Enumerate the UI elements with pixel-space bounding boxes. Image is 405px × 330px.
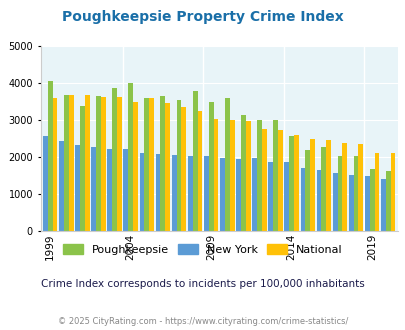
Bar: [229, 120, 234, 231]
Bar: [68, 95, 73, 231]
Bar: [43, 136, 48, 231]
Bar: [380, 179, 385, 231]
Bar: [305, 150, 309, 231]
Bar: [364, 176, 369, 231]
Bar: [245, 121, 250, 231]
Text: Crime Index corresponds to incidents per 100,000 inhabitants: Crime Index corresponds to incidents per…: [41, 279, 364, 289]
Bar: [358, 144, 362, 231]
Bar: [353, 156, 358, 231]
Bar: [117, 97, 121, 231]
Bar: [155, 154, 160, 231]
Bar: [139, 153, 144, 231]
Bar: [268, 162, 273, 231]
Bar: [277, 130, 282, 231]
Bar: [80, 107, 85, 231]
Bar: [188, 156, 192, 231]
Bar: [224, 98, 229, 231]
Bar: [348, 175, 353, 231]
Bar: [149, 98, 153, 231]
Bar: [128, 83, 133, 231]
Bar: [332, 173, 337, 231]
Bar: [300, 168, 305, 231]
Bar: [59, 141, 64, 231]
Bar: [369, 169, 374, 231]
Bar: [123, 148, 128, 231]
Bar: [321, 148, 326, 231]
Bar: [208, 102, 213, 231]
Bar: [107, 148, 112, 231]
Text: © 2025 CityRating.com - https://www.cityrating.com/crime-statistics/: © 2025 CityRating.com - https://www.city…: [58, 317, 347, 326]
Bar: [64, 95, 68, 231]
Bar: [176, 100, 181, 231]
Bar: [337, 156, 341, 231]
Text: Poughkeepsie Property Crime Index: Poughkeepsie Property Crime Index: [62, 10, 343, 24]
Bar: [85, 95, 90, 231]
Bar: [374, 153, 378, 231]
Bar: [316, 170, 321, 231]
Bar: [96, 96, 101, 231]
Legend: Poughkeepsie, New York, National: Poughkeepsie, New York, National: [63, 245, 342, 255]
Bar: [390, 153, 394, 231]
Bar: [144, 98, 149, 231]
Bar: [341, 143, 346, 231]
Bar: [213, 119, 218, 231]
Bar: [75, 145, 80, 231]
Bar: [241, 115, 245, 231]
Bar: [197, 111, 202, 231]
Bar: [256, 120, 261, 231]
Bar: [171, 155, 176, 231]
Bar: [309, 139, 314, 231]
Bar: [273, 120, 277, 231]
Bar: [293, 135, 298, 231]
Bar: [252, 158, 256, 231]
Bar: [284, 162, 288, 231]
Bar: [203, 156, 208, 231]
Bar: [326, 140, 330, 231]
Bar: [53, 98, 58, 231]
Bar: [385, 171, 390, 231]
Bar: [48, 81, 53, 231]
Bar: [261, 129, 266, 231]
Bar: [101, 97, 106, 231]
Bar: [181, 107, 186, 231]
Bar: [165, 103, 170, 231]
Bar: [288, 136, 293, 231]
Bar: [133, 102, 138, 231]
Bar: [91, 147, 96, 231]
Bar: [112, 88, 117, 231]
Bar: [160, 96, 165, 231]
Bar: [220, 158, 224, 231]
Bar: [192, 90, 197, 231]
Bar: [236, 159, 241, 231]
